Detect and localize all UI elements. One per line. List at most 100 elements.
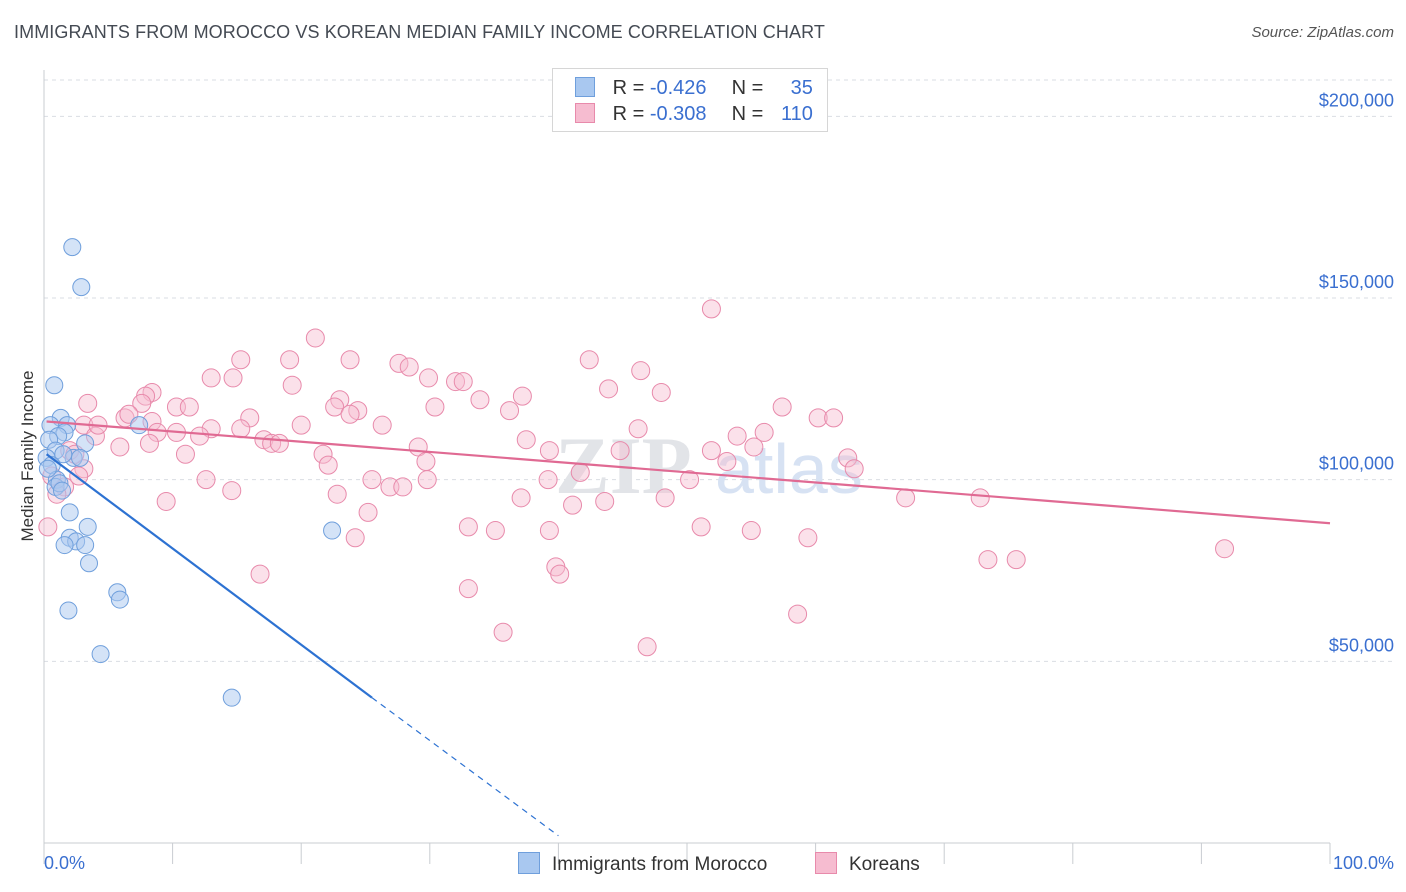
y-axis-title: Median Family Income — [18, 370, 37, 541]
point-koreans — [500, 401, 520, 421]
point-koreans — [269, 433, 289, 453]
point-morocco — [72, 278, 91, 297]
point-koreans — [754, 422, 774, 442]
point-koreans — [691, 517, 711, 537]
point-koreans — [78, 393, 98, 413]
trend-lines — [45, 420, 1331, 837]
point-koreans — [250, 564, 270, 584]
point-koreans — [538, 470, 558, 490]
point-koreans — [419, 368, 439, 388]
point-morocco — [110, 590, 129, 609]
watermark-atlas: atlas — [715, 430, 863, 508]
point-koreans — [798, 528, 818, 548]
bottom-legend-swatch-koreans — [815, 852, 837, 874]
chart-title: IMMIGRANTS FROM MOROCCO VS KOREAN MEDIAN… — [14, 22, 825, 42]
trend-line-morocco — [45, 453, 373, 699]
bottom-legend-label-koreans: Koreans — [849, 854, 920, 875]
point-morocco — [78, 517, 97, 536]
point-koreans — [651, 382, 671, 402]
point-koreans — [362, 470, 382, 490]
point-koreans — [340, 404, 360, 424]
point-koreans — [595, 491, 615, 511]
point-koreans — [680, 470, 700, 490]
point-koreans — [741, 521, 761, 541]
point-koreans — [305, 328, 325, 348]
y-tick-labels: $50,000 $100,000 $150,000 $200,000 — [1319, 90, 1394, 655]
point-koreans — [978, 550, 998, 570]
point-koreans — [727, 426, 747, 446]
bottom-legend-label-morocco: Immigrants from Morocco — [552, 854, 768, 875]
point-morocco — [76, 536, 95, 555]
point-koreans — [512, 386, 532, 406]
point-koreans — [539, 441, 559, 461]
point-koreans — [610, 441, 630, 461]
point-koreans — [425, 397, 445, 417]
legend-n-label: N = — [731, 103, 764, 125]
point-morocco — [59, 601, 78, 620]
legend-r-value-koreans: -0.308 — [649, 103, 707, 125]
point-koreans — [637, 637, 657, 657]
point-koreans — [539, 521, 559, 541]
point-morocco — [80, 554, 99, 573]
trend-line-morocco-extension — [371, 697, 559, 837]
point-koreans — [280, 350, 300, 370]
bottom-legend-morocco: Immigrants from Morocco — [518, 852, 767, 876]
legend-row-koreans: R = -0.308 N = 110 — [575, 103, 813, 125]
point-morocco — [130, 416, 149, 435]
watermark-zip: ZIP — [555, 420, 692, 511]
point-koreans — [222, 481, 242, 501]
x-tick-label-min: 0.0% — [44, 853, 85, 873]
trend-line-koreans — [46, 420, 1331, 525]
point-koreans — [579, 350, 599, 370]
point-koreans — [231, 419, 251, 439]
legend-r-label: R = — [612, 103, 645, 125]
correlation-legend: R = -0.426 N = 35 R = -0.308 N = 110 — [552, 68, 828, 132]
point-koreans — [175, 444, 195, 464]
legend-row-morocco: R = -0.426 N = 35 — [575, 77, 813, 99]
point-koreans — [318, 455, 338, 475]
point-koreans — [291, 415, 311, 435]
point-koreans — [223, 368, 243, 388]
point-koreans — [628, 419, 648, 439]
point-koreans — [282, 375, 302, 395]
y-tick-label: $50,000 — [1329, 635, 1394, 655]
gridlines — [44, 79, 1396, 662]
point-koreans — [772, 397, 792, 417]
point-morocco — [55, 536, 74, 555]
x-tick-label-max: 100.0% — [1333, 853, 1394, 873]
point-morocco — [53, 481, 72, 500]
point-koreans — [196, 470, 216, 490]
point-koreans — [744, 437, 764, 457]
legend-swatch-morocco — [575, 77, 595, 97]
point-koreans — [896, 488, 916, 508]
bottom-legend-swatch-morocco — [518, 852, 540, 874]
point-morocco — [54, 445, 73, 464]
point-koreans — [458, 579, 478, 599]
bottom-legend-koreans: Koreans — [815, 852, 920, 876]
point-koreans — [38, 517, 58, 537]
legend-n-value-koreans: 110 — [781, 103, 813, 125]
point-koreans — [717, 452, 737, 471]
point-koreans — [416, 452, 436, 471]
point-koreans — [516, 430, 536, 450]
point-koreans — [838, 448, 858, 468]
point-koreans — [970, 488, 990, 508]
point-koreans — [824, 408, 844, 428]
point-koreans — [844, 459, 864, 479]
point-koreans — [1215, 539, 1235, 559]
point-koreans — [458, 517, 478, 537]
point-koreans — [327, 484, 347, 504]
point-koreans — [550, 564, 570, 584]
point-koreans — [389, 353, 409, 373]
point-koreans — [511, 488, 531, 508]
legend-r-label: R = — [612, 77, 645, 99]
point-koreans — [139, 433, 159, 453]
point-koreans — [701, 441, 721, 461]
point-koreans — [453, 372, 473, 392]
point-koreans — [470, 390, 490, 410]
y-tick-label: $200,000 — [1319, 90, 1394, 110]
point-koreans — [446, 372, 466, 392]
legend-swatch-koreans — [575, 103, 595, 123]
point-morocco — [323, 521, 342, 540]
